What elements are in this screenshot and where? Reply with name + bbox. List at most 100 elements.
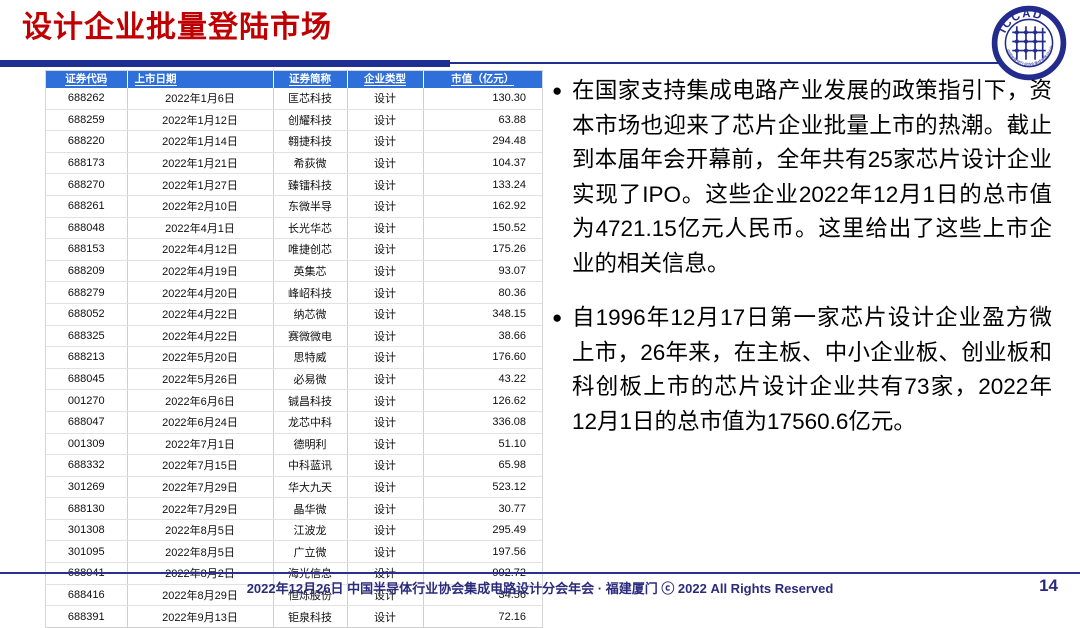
column-header-short-name: 证券简称 bbox=[273, 71, 348, 88]
cell-company-type: 设计 bbox=[347, 368, 424, 391]
table-row: 688262 2022年1月6日 匡芯科技 设计 130.30 bbox=[46, 88, 542, 110]
cell-company-type: 设计 bbox=[347, 433, 424, 456]
table-row: 688220 2022年1月14日 翱捷科技 设计 294.48 bbox=[46, 130, 542, 153]
cell-short-name: 中科蓝讯 bbox=[273, 454, 348, 477]
cell-code: 301269 bbox=[46, 476, 128, 499]
cell-code: 688153 bbox=[46, 238, 128, 261]
cell-company-type: 设计 bbox=[347, 519, 424, 542]
table-row: 688048 2022年4月1日 长光华芯 设计 150.52 bbox=[46, 217, 542, 240]
cell-listing-date: 2022年7月1日 bbox=[127, 433, 274, 456]
cell-market-value: 104.37 bbox=[423, 152, 542, 175]
table-header-row: 证券代码 上市日期 证券简称 企业类型 市值（亿元） bbox=[46, 71, 542, 88]
cell-code: 688130 bbox=[46, 497, 128, 520]
cell-company-type: 设计 bbox=[347, 152, 424, 175]
table-row: 688047 2022年6月24日 龙芯中科 设计 336.08 bbox=[46, 411, 542, 434]
table-row: 688130 2022年7月29日 晶华微 设计 30.77 bbox=[46, 497, 542, 520]
cell-short-name: 英集芯 bbox=[273, 260, 348, 283]
cell-short-name: 东微半导 bbox=[273, 195, 348, 218]
title-rule-thin bbox=[450, 62, 1002, 64]
table-row: 001270 2022年6月6日 铖昌科技 设计 126.62 bbox=[46, 389, 542, 412]
cell-market-value: 133.24 bbox=[423, 173, 542, 196]
table-row: 688213 2022年5月20日 思特威 设计 176.60 bbox=[46, 346, 542, 369]
cell-company-type: 设计 bbox=[347, 346, 424, 369]
iccad-logo: ICCAD 中国半导体行业协会集成电路设计分会 bbox=[989, 1, 1067, 81]
cell-company-type: 设计 bbox=[347, 109, 424, 132]
cell-listing-date: 2022年1月14日 bbox=[127, 130, 274, 153]
cell-code: 688332 bbox=[46, 454, 128, 477]
cell-short-name: 臻镭科技 bbox=[273, 173, 348, 196]
cell-short-name: 匡芯科技 bbox=[273, 88, 348, 110]
table-row: 688045 2022年5月26日 必易微 设计 43.22 bbox=[46, 368, 542, 391]
cell-short-name: 恒烁股份 bbox=[273, 584, 348, 607]
cell-short-name: 希荻微 bbox=[273, 152, 348, 175]
cell-listing-date: 2022年4月20日 bbox=[127, 281, 274, 304]
cell-company-type: 设计 bbox=[347, 476, 424, 499]
list-item: ● 在国家支持集成电路产业发展的政策指引下，资本市场也迎来了芯片企业批量上市的热… bbox=[552, 74, 1052, 281]
cell-market-value: 63.88 bbox=[423, 109, 542, 132]
cell-short-name: 广立微 bbox=[273, 540, 348, 564]
table-row: 688052 2022年4月22日 纳芯微 设计 348.15 bbox=[46, 303, 542, 326]
cell-market-value: 162.92 bbox=[423, 195, 542, 218]
cell-market-value: 72.16 bbox=[423, 605, 542, 628]
cell-company-type: 设计 bbox=[347, 217, 424, 240]
cell-market-value: 34.56 bbox=[423, 584, 542, 607]
cell-company-type: 设计 bbox=[347, 454, 424, 477]
column-header-market-value: 市值（亿元） bbox=[423, 71, 542, 88]
table-row: 688259 2022年1月12日 创耀科技 设计 63.88 bbox=[46, 109, 542, 132]
bullet-dot-icon: ● bbox=[552, 81, 563, 100]
cell-market-value: 295.49 bbox=[423, 519, 542, 542]
cell-short-name: 钜泉科技 bbox=[273, 605, 348, 628]
cell-listing-date: 2022年6月6日 bbox=[127, 389, 274, 412]
table-row: 688209 2022年4月19日 英集芯 设计 93.07 bbox=[46, 260, 542, 283]
cell-short-name: 铖昌科技 bbox=[273, 389, 348, 412]
cell-listing-date: 2022年1月6日 bbox=[127, 88, 274, 110]
cell-code: 688391 bbox=[46, 605, 128, 628]
table-row: 688416 2022年8月29日 恒烁股份 设计 34.56 bbox=[46, 584, 542, 607]
cell-short-name: 晶华微 bbox=[273, 497, 348, 520]
cell-listing-date: 2022年4月22日 bbox=[127, 303, 274, 326]
table-row: 301308 2022年8月5日 江波龙 设计 295.49 bbox=[46, 519, 542, 542]
cell-code: 688048 bbox=[46, 217, 128, 240]
cell-company-type: 设计 bbox=[347, 325, 424, 348]
cell-short-name: 德明利 bbox=[273, 433, 348, 456]
page-number: 14 bbox=[1039, 576, 1058, 595]
cell-listing-date: 2022年1月12日 bbox=[127, 109, 274, 132]
cell-code: 688045 bbox=[46, 368, 128, 391]
cell-listing-date: 2022年1月21日 bbox=[127, 152, 274, 175]
cell-listing-date: 2022年7月15日 bbox=[127, 454, 274, 477]
cell-code: 688213 bbox=[46, 346, 128, 369]
cell-code: 688047 bbox=[46, 411, 128, 434]
cell-company-type: 设计 bbox=[347, 497, 424, 520]
cell-company-type: 设计 bbox=[347, 540, 424, 564]
cell-code: 688262 bbox=[46, 88, 128, 110]
cell-short-name: 唯捷创芯 bbox=[273, 238, 348, 261]
cell-listing-date: 2022年2月10日 bbox=[127, 195, 274, 218]
cell-company-type: 设计 bbox=[347, 238, 424, 261]
cell-company-type: 设计 bbox=[347, 260, 424, 283]
cell-market-value: 43.22 bbox=[423, 368, 542, 391]
cell-code: 688325 bbox=[46, 325, 128, 348]
table-row: 688270 2022年1月27日 臻镭科技 设计 133.24 bbox=[46, 173, 542, 196]
cell-listing-date: 2022年5月20日 bbox=[127, 346, 274, 369]
cell-short-name: 赛微微电 bbox=[273, 325, 348, 348]
table-row: 688173 2022年1月21日 希荻微 设计 104.37 bbox=[46, 152, 542, 175]
cell-code: 688270 bbox=[46, 173, 128, 196]
cell-listing-date: 2022年8月29日 bbox=[127, 584, 274, 607]
cell-listing-date: 2022年4月12日 bbox=[127, 238, 274, 261]
cell-company-type: 设计 bbox=[347, 130, 424, 153]
cell-company-type: 设计 bbox=[347, 303, 424, 326]
cell-market-value: 336.08 bbox=[423, 411, 542, 434]
cell-code: 001270 bbox=[46, 389, 128, 412]
cell-listing-date: 2022年8月5日 bbox=[127, 519, 274, 542]
cell-market-value: 93.07 bbox=[423, 260, 542, 283]
cell-company-type: 设计 bbox=[347, 281, 424, 304]
cell-short-name: 翱捷科技 bbox=[273, 130, 348, 153]
list-item: ● 自1996年12月17日第一家芯片设计企业盈方微上市，26年来，在主板、中小… bbox=[552, 301, 1052, 439]
cell-code: 001309 bbox=[46, 433, 128, 456]
cell-short-name: 华大九天 bbox=[273, 476, 348, 499]
cell-market-value: 38.66 bbox=[423, 325, 542, 348]
cell-market-value: 294.48 bbox=[423, 130, 542, 153]
cell-market-value: 30.77 bbox=[423, 497, 542, 520]
table-row: 688332 2022年7月15日 中科蓝讯 设计 65.98 bbox=[46, 454, 542, 477]
cell-code: 688279 bbox=[46, 281, 128, 304]
